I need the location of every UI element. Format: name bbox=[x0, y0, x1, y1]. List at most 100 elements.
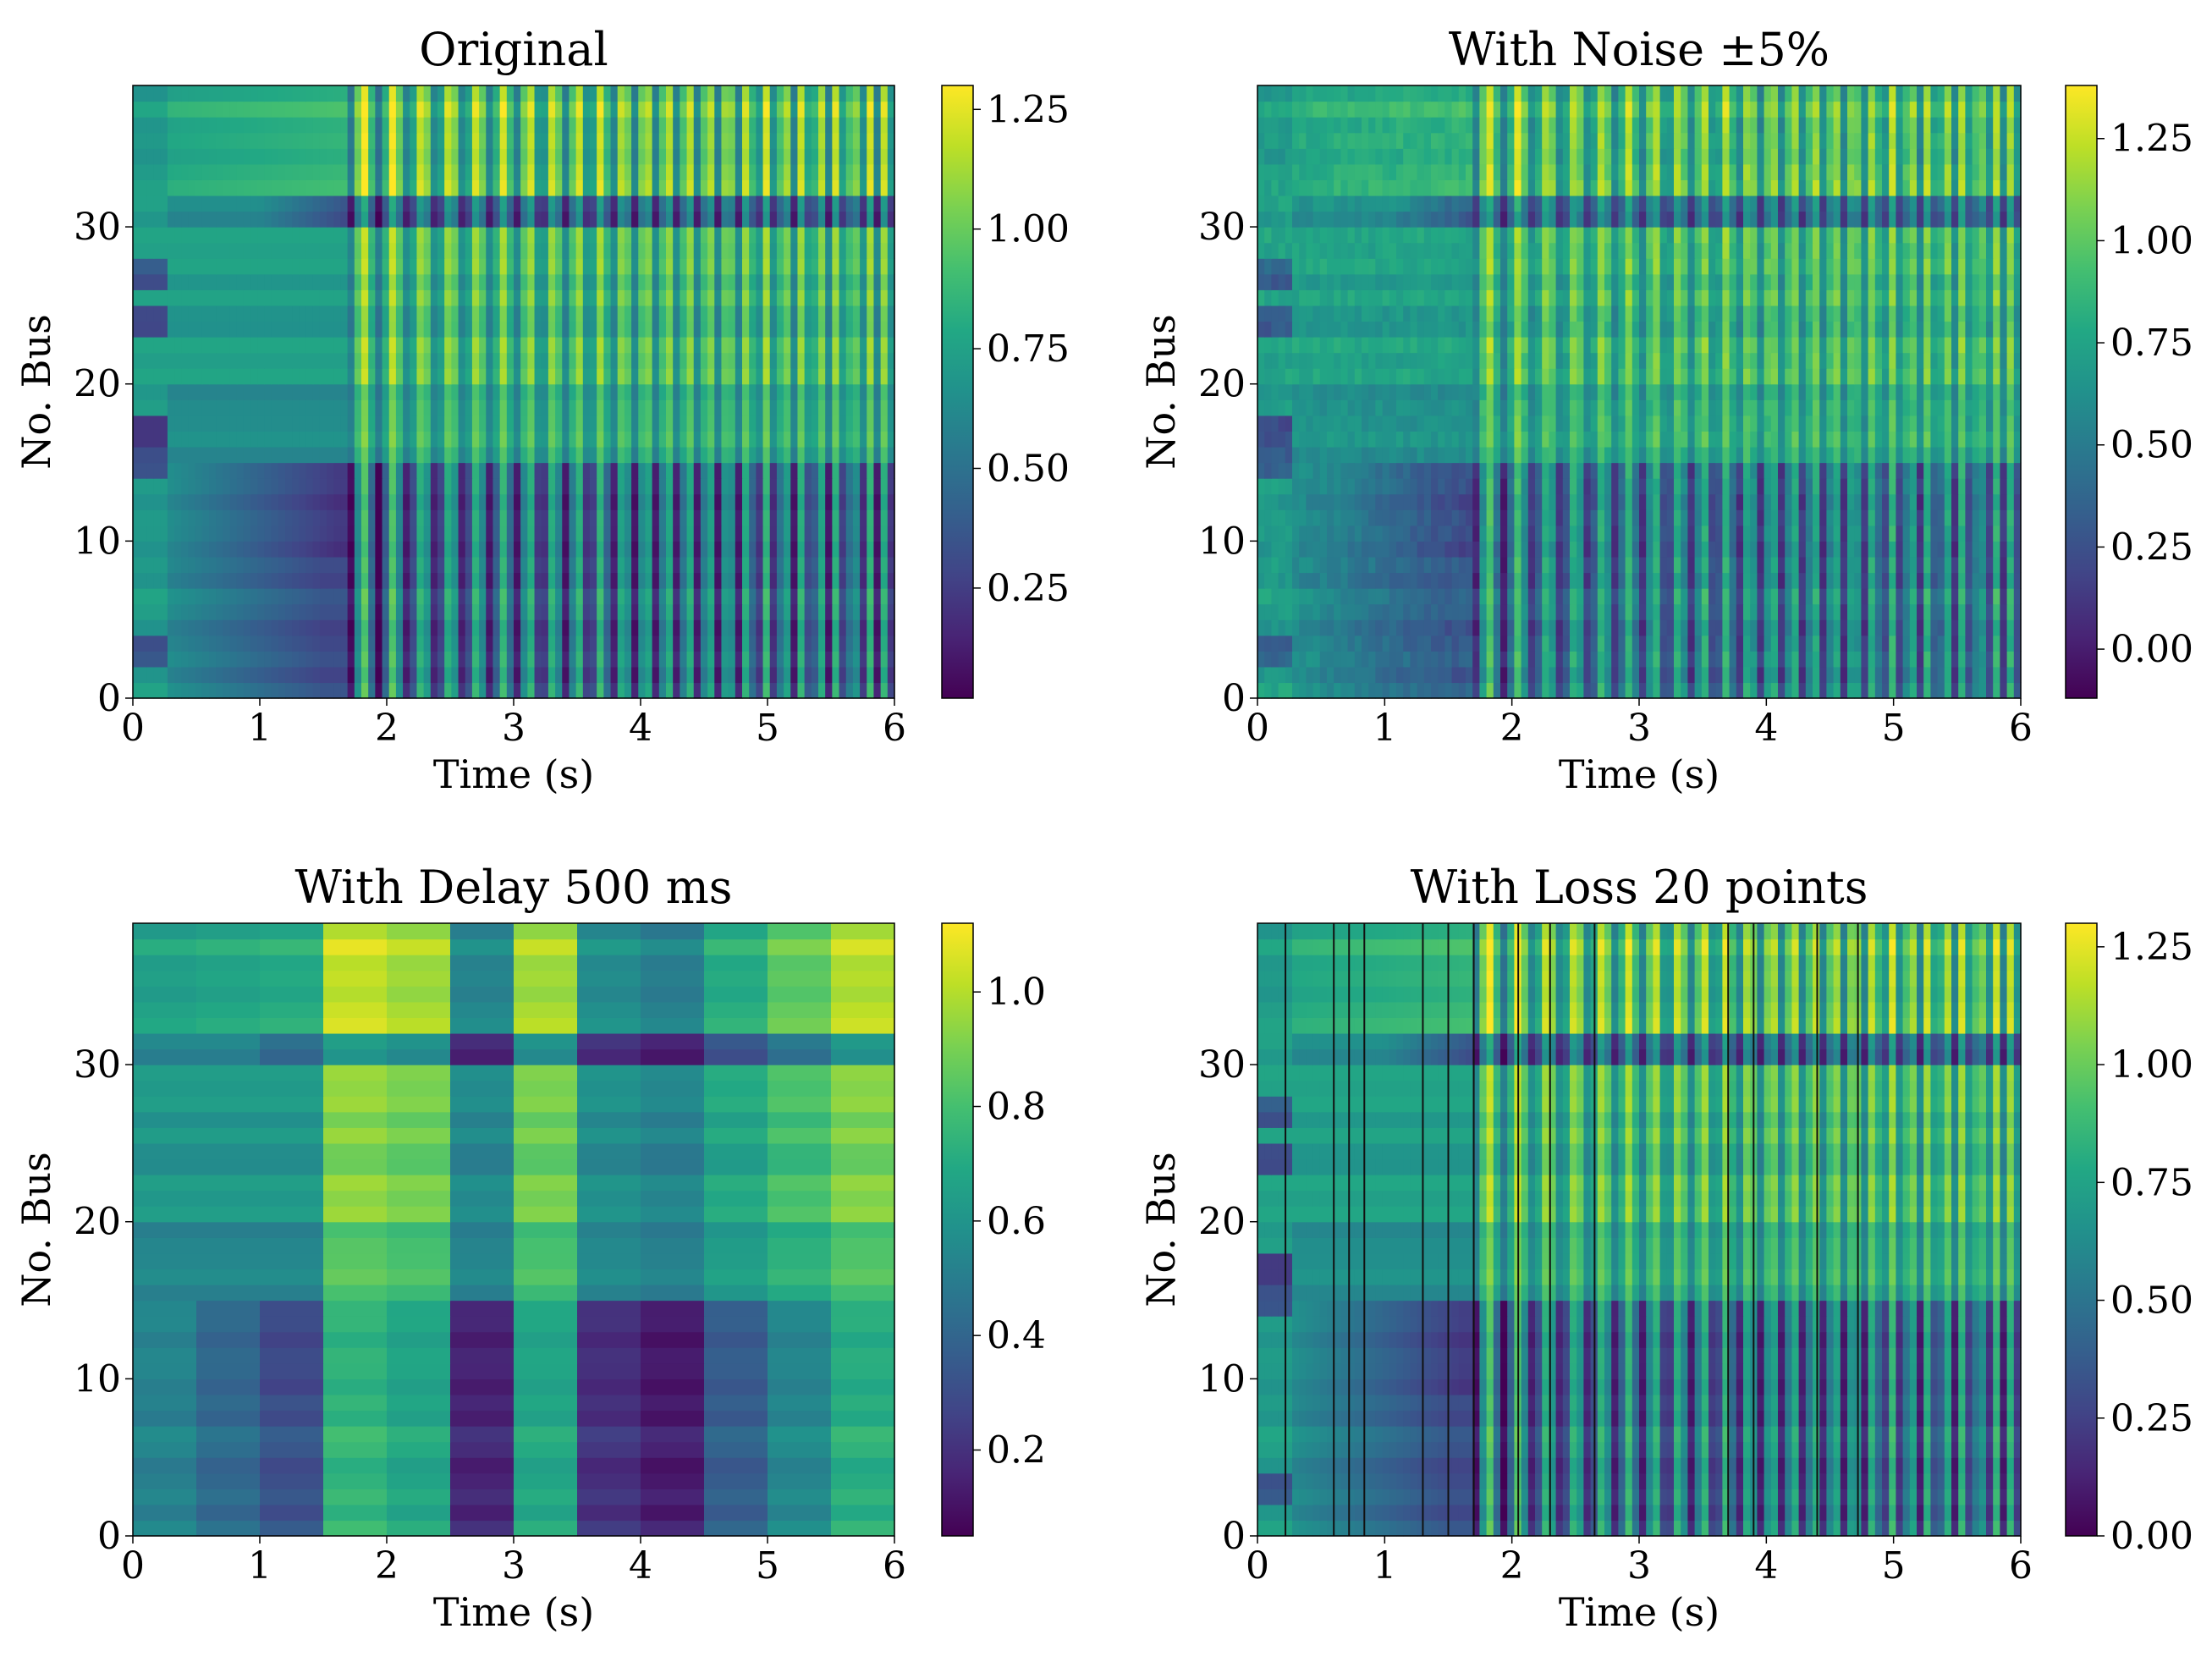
heatmap-cell bbox=[777, 117, 784, 133]
heatmap-cell bbox=[1403, 619, 1411, 636]
heatmap-cell bbox=[389, 478, 397, 494]
heatmap-cell bbox=[562, 415, 570, 432]
heatmap-cell bbox=[154, 431, 162, 447]
heatmap-cell bbox=[202, 148, 210, 164]
heatmap-cell bbox=[735, 526, 743, 542]
heatmap-cell bbox=[355, 85, 362, 102]
heatmap-cell bbox=[486, 557, 493, 573]
heatmap-cell bbox=[340, 431, 348, 447]
heatmap-cell bbox=[174, 478, 182, 494]
heatmap-cell bbox=[555, 258, 563, 274]
heatmap-cell bbox=[520, 447, 528, 463]
heatmap-cell bbox=[562, 148, 570, 164]
heatmap-cell bbox=[860, 588, 867, 604]
heatmap-cell bbox=[133, 415, 140, 432]
heatmap-cell bbox=[673, 588, 680, 604]
heatmap-cell bbox=[1750, 682, 1758, 698]
heatmap-cell bbox=[1375, 651, 1383, 667]
heatmap-cell bbox=[431, 588, 438, 604]
heatmap-cell bbox=[597, 368, 604, 384]
heatmap-cell bbox=[562, 431, 570, 447]
heatmap-cell bbox=[437, 164, 445, 180]
heatmap-cell bbox=[860, 243, 867, 259]
heatmap-cell bbox=[881, 682, 889, 698]
heatmap-cell bbox=[285, 541, 293, 557]
heatmap-cell bbox=[327, 227, 334, 243]
heatmap-cell bbox=[825, 353, 833, 369]
heatmap-cell bbox=[264, 572, 272, 588]
heatmap-cell bbox=[569, 604, 576, 620]
heatmap-cell bbox=[1750, 636, 1758, 652]
y-axis-label: No. Bus bbox=[14, 314, 59, 469]
heatmap-cell bbox=[735, 195, 743, 212]
heatmap-cell bbox=[1410, 636, 1417, 652]
heatmap-cell bbox=[603, 447, 611, 463]
heatmap-cell bbox=[805, 431, 812, 447]
heatmap-cell bbox=[548, 212, 556, 228]
heatmap-cell bbox=[583, 494, 591, 510]
heatmap-cell bbox=[292, 509, 300, 526]
heatmap-cell bbox=[292, 463, 300, 479]
heatmap-cell bbox=[701, 619, 708, 636]
heatmap-cell bbox=[327, 195, 334, 212]
heatmap-cell bbox=[1556, 619, 1564, 636]
heatmap-cell bbox=[756, 431, 763, 447]
heatmap-cell bbox=[479, 509, 487, 526]
heatmap-cell bbox=[437, 258, 445, 274]
heatmap-cell bbox=[416, 353, 424, 369]
heatmap-cell bbox=[375, 337, 382, 353]
heatmap-cell bbox=[333, 604, 341, 620]
heatmap-cell bbox=[542, 258, 549, 274]
heatmap-cell bbox=[645, 274, 652, 290]
heatmap-cell bbox=[431, 431, 438, 447]
heatmap-cell bbox=[853, 274, 861, 290]
heatmap-cell bbox=[520, 557, 528, 573]
heatmap-cell bbox=[292, 258, 300, 274]
heatmap-cell bbox=[285, 509, 293, 526]
heatmap-cell bbox=[770, 148, 778, 164]
heatmap-cell bbox=[818, 526, 826, 542]
heatmap-cell bbox=[1438, 682, 1445, 698]
heatmap-cell bbox=[264, 541, 272, 557]
heatmap-cell bbox=[1764, 604, 1772, 620]
heatmap-cell bbox=[348, 117, 355, 133]
heatmap-cell bbox=[652, 494, 660, 510]
heatmap-cell bbox=[721, 274, 729, 290]
heatmap-cell bbox=[348, 179, 355, 195]
heatmap-cell bbox=[396, 399, 404, 415]
heatmap-cell bbox=[500, 619, 508, 636]
heatmap-cell bbox=[140, 212, 147, 228]
heatmap-cell bbox=[216, 447, 223, 463]
heatmap-cell bbox=[687, 212, 695, 228]
heatmap-cell bbox=[742, 85, 750, 102]
heatmap-cell bbox=[465, 526, 473, 542]
heatmap-cell bbox=[1313, 667, 1321, 683]
heatmap-cell bbox=[777, 431, 784, 447]
heatmap-cell bbox=[410, 494, 417, 510]
heatmap-cell bbox=[459, 557, 466, 573]
heatmap-cell bbox=[230, 227, 238, 243]
heatmap-cell bbox=[777, 85, 784, 102]
heatmap-cell bbox=[659, 274, 667, 290]
heatmap-cell bbox=[707, 415, 715, 432]
heatmap-cell bbox=[444, 164, 452, 180]
heatmap-cell bbox=[881, 415, 889, 432]
heatmap-cell bbox=[1383, 636, 1390, 652]
heatmap-cell bbox=[333, 133, 341, 149]
heatmap-cell bbox=[299, 289, 306, 305]
heatmap-cell bbox=[1279, 682, 1286, 698]
heatmap-cell bbox=[645, 509, 652, 526]
heatmap-cell bbox=[195, 179, 203, 195]
heatmap-cell bbox=[500, 447, 508, 463]
heatmap-cell bbox=[812, 337, 819, 353]
heatmap-cell bbox=[174, 604, 182, 620]
heatmap-cell bbox=[583, 572, 591, 588]
heatmap-cells bbox=[133, 85, 895, 699]
heatmap-cell bbox=[396, 415, 404, 432]
heatmap-cell bbox=[1709, 682, 1716, 698]
heatmap-cell bbox=[666, 337, 674, 353]
heatmap-cell bbox=[707, 399, 715, 415]
heatmap-cell bbox=[860, 321, 867, 337]
heatmap-cell bbox=[805, 179, 812, 195]
heatmap-cell bbox=[389, 321, 397, 337]
